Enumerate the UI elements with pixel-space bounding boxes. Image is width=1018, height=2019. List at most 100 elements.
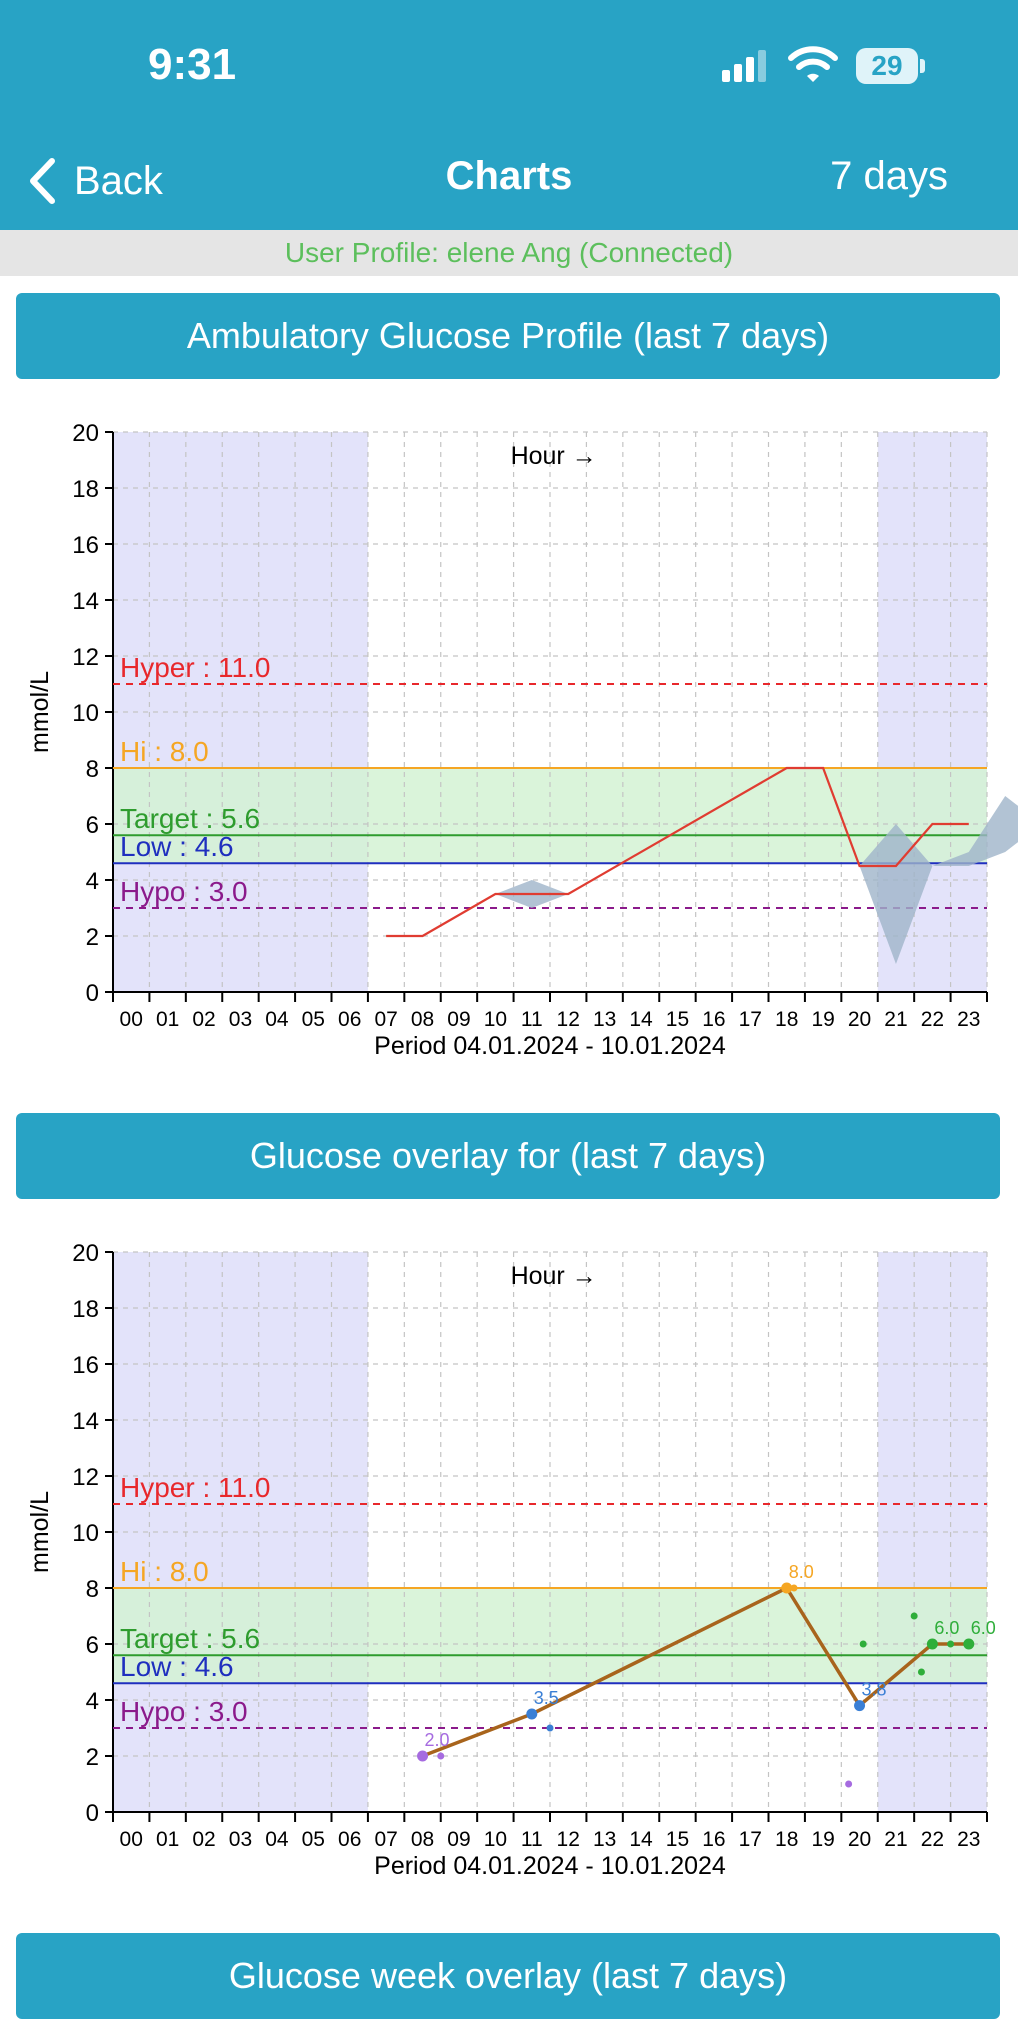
glucose-reading-point	[854, 1700, 866, 1712]
glucose-reading-point	[437, 1752, 445, 1760]
y-tick-label: 8	[86, 1576, 99, 1603]
x-tick-label: 03	[229, 1828, 252, 1851]
threshold-label-hi: Hi : 8.0	[120, 1556, 209, 1587]
x-tick-label: 05	[302, 1008, 325, 1031]
y-tick-label: 20	[72, 1240, 99, 1267]
wifi-icon	[788, 46, 838, 82]
y-axis-label: mmol/L	[26, 671, 54, 753]
glucose-reading-point	[963, 1638, 975, 1650]
glucose-reading-point	[546, 1724, 554, 1732]
x-tick-label: 21	[884, 1828, 907, 1851]
axis-annotation: Hour →	[511, 442, 597, 470]
x-tick-label: 05	[302, 1828, 325, 1851]
x-tick-label: 19	[811, 1828, 834, 1851]
navigation-bar: Back Charts 7 days	[0, 130, 1018, 230]
x-tick-label: 06	[338, 1828, 361, 1851]
x-tick-label: 23	[957, 1008, 980, 1031]
x-tick-label: 10	[484, 1008, 507, 1031]
x-tick-label: 02	[192, 1828, 215, 1851]
threshold-label-target: Target : 5.6	[120, 803, 260, 834]
battery-icon: 29	[856, 48, 926, 84]
x-tick-label: 06	[338, 1008, 361, 1031]
y-tick-label: 18	[72, 476, 99, 503]
x-tick-label: 14	[629, 1008, 653, 1031]
glucose-reading-point	[947, 1640, 955, 1648]
glucose-reading-point	[859, 1640, 867, 1648]
glucose-reading-label: 2.0	[425, 1730, 450, 1750]
y-tick-label: 12	[72, 1464, 99, 1491]
x-tick-label: 13	[593, 1828, 616, 1851]
y-tick-label: 6	[86, 1632, 99, 1659]
cellular-signal-icon	[722, 50, 766, 82]
threshold-label-hyper: Hyper : 11.0	[120, 1472, 270, 1503]
back-button[interactable]: Back	[28, 156, 163, 206]
x-tick-label: 13	[593, 1008, 616, 1031]
x-tick-label: 23	[957, 1828, 980, 1851]
glucose-reading-point	[917, 1668, 925, 1676]
average-glucose-line	[421, 1585, 969, 1758]
x-tick-label: 11	[521, 1828, 543, 1851]
y-tick-label: 10	[72, 1520, 99, 1547]
y-tick-label: 18	[72, 1296, 99, 1323]
x-tick-label: 08	[411, 1828, 434, 1851]
y-tick-label: 14	[72, 1408, 99, 1435]
threshold-label-hypo: Hypo : 3.0	[120, 1696, 248, 1727]
threshold-label-hi: Hi : 8.0	[120, 736, 209, 767]
x-tick-label: 19	[811, 1008, 834, 1031]
x-tick-label: 00	[120, 1008, 143, 1031]
x-tick-label: 12	[557, 1008, 580, 1031]
x-tick-label: 09	[447, 1008, 470, 1031]
percentile-band	[859, 796, 1018, 964]
x-tick-label: 02	[192, 1008, 215, 1031]
median-glucose-line	[386, 766, 969, 938]
glucose-reading-point	[526, 1708, 538, 1720]
y-tick-label: 0	[86, 980, 99, 1007]
y-tick-label: 6	[86, 812, 99, 839]
glucose-reading-label: 6.0	[971, 1618, 996, 1638]
x-tick-label: 01	[156, 1828, 179, 1851]
battery-level: 29	[871, 50, 903, 81]
x-axis-label: Period 04.01.2024 - 10.01.2024	[374, 1032, 726, 1060]
x-tick-label: 07	[374, 1828, 397, 1851]
x-tick-label: 04	[265, 1828, 289, 1851]
glucose-reading-point	[417, 1750, 429, 1762]
y-tick-label: 16	[72, 1352, 99, 1379]
user-profile-status: User Profile: elene Ang (Connected)	[0, 230, 1018, 276]
y-tick-label: 8	[86, 756, 99, 783]
period-selector-button[interactable]: 7 days	[830, 154, 948, 198]
y-tick-label: 4	[86, 1688, 99, 1715]
x-tick-label: 20	[848, 1828, 871, 1851]
night-shading	[113, 432, 368, 992]
glucose-reading-label: 3.5	[534, 1688, 559, 1708]
x-tick-label: 10	[484, 1828, 507, 1851]
x-tick-label: 18	[775, 1008, 798, 1031]
x-tick-label: 04	[265, 1008, 289, 1031]
x-tick-label: 03	[229, 1008, 252, 1031]
y-tick-label: 12	[72, 644, 99, 671]
y-tick-label: 16	[72, 532, 99, 559]
back-label: Back	[74, 158, 163, 203]
threshold-label-low: Low : 4.6	[120, 831, 234, 862]
x-tick-label: 21	[884, 1008, 907, 1031]
glucose-reading-label: 6.0	[934, 1618, 959, 1638]
x-tick-label: 15	[666, 1008, 689, 1031]
y-tick-label: 10	[72, 700, 99, 727]
glucose-reading-label: 8.0	[789, 1562, 814, 1582]
x-tick-label: 22	[921, 1828, 944, 1851]
y-tick-label: 2	[86, 924, 99, 951]
x-tick-label: 11	[521, 1008, 543, 1031]
y-tick-label: 14	[72, 588, 99, 615]
x-tick-label: 07	[374, 1008, 397, 1031]
x-tick-label: 17	[739, 1008, 762, 1031]
x-tick-label: 14	[629, 1828, 653, 1851]
x-tick-label: 08	[411, 1008, 434, 1031]
y-tick-label: 20	[72, 420, 99, 447]
chevron-left-icon	[30, 158, 55, 204]
x-tick-label: 01	[156, 1008, 179, 1031]
glucose-reading-point	[926, 1638, 938, 1650]
status-time: 9:31	[148, 40, 237, 89]
x-tick-label: 20	[848, 1008, 871, 1031]
threshold-label-hyper: Hyper : 11.0	[120, 652, 270, 683]
glucose-reading-point	[781, 1582, 793, 1594]
